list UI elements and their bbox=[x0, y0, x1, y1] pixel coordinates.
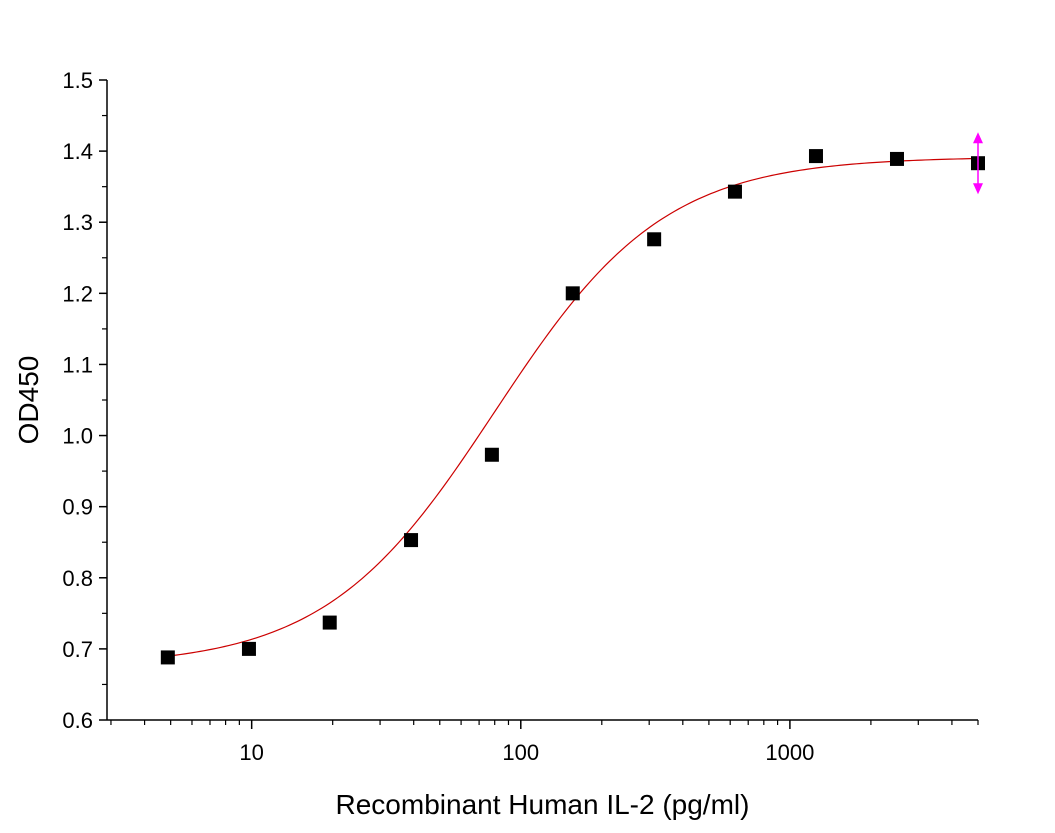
y-tick-label: 0.6 bbox=[62, 708, 93, 733]
x-tick-label: 10 bbox=[239, 740, 263, 765]
y-tick-label: 1.4 bbox=[62, 139, 93, 164]
data-point bbox=[404, 533, 419, 548]
indicator-arrow-down bbox=[973, 183, 983, 195]
y-axis-title: OD450 bbox=[13, 356, 44, 445]
y-tick-label: 1.3 bbox=[62, 210, 93, 235]
data-point bbox=[160, 650, 175, 665]
data-point bbox=[808, 149, 823, 164]
y-tick-label: 0.7 bbox=[62, 637, 93, 662]
x-tick-label: 1000 bbox=[765, 740, 814, 765]
fit-line bbox=[167, 157, 979, 657]
indicator-arrow-up bbox=[973, 132, 983, 144]
data-point bbox=[727, 184, 742, 199]
x-tick-label: 100 bbox=[502, 740, 539, 765]
y-tick-label: 1.2 bbox=[62, 281, 93, 306]
y-tick-label: 1.5 bbox=[62, 68, 93, 93]
data-point bbox=[241, 641, 256, 656]
y-tick-label: 1.1 bbox=[62, 352, 93, 377]
axes: 0.6 0.7 0.8 0.9 1.0 1.1 1.2 1.3 1.4 1.5 10 100 1000 bbox=[62, 68, 979, 765]
data-point bbox=[322, 615, 337, 630]
data-point bbox=[647, 232, 662, 247]
data-point bbox=[484, 447, 499, 462]
data-cursor-indicator bbox=[973, 132, 983, 195]
fit-curve bbox=[167, 157, 979, 657]
x-axis-title: Recombinant Human IL-2 (pg/ml) bbox=[336, 789, 750, 820]
data-point bbox=[889, 151, 904, 166]
data-point bbox=[565, 286, 580, 301]
y-tick-label: 0.9 bbox=[62, 495, 93, 520]
data-points bbox=[160, 149, 985, 665]
y-tick-label: 1.0 bbox=[62, 424, 93, 449]
y-tick-label: 0.8 bbox=[62, 566, 93, 591]
